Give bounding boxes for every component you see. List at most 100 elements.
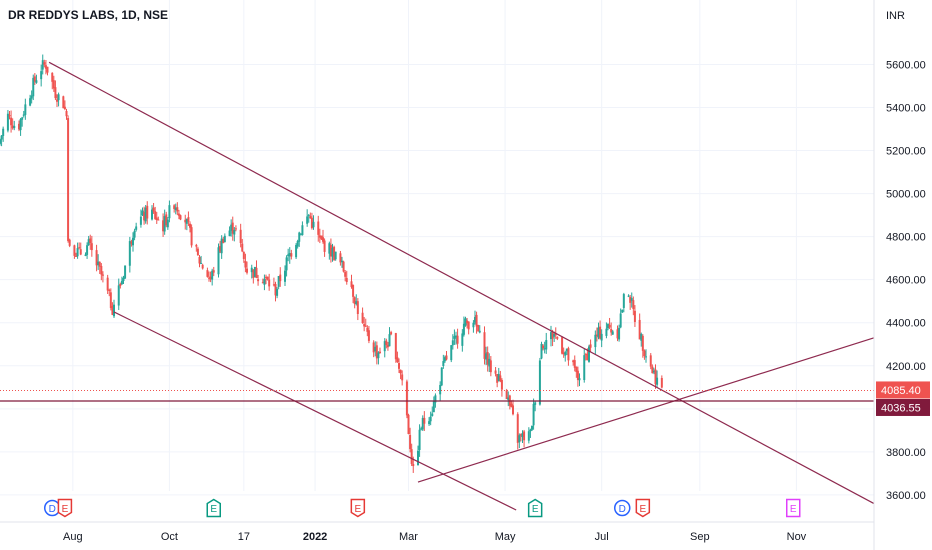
candle-body xyxy=(120,280,123,285)
candle-body xyxy=(523,431,526,441)
earnings-icon xyxy=(527,498,543,518)
candle-body xyxy=(518,435,521,443)
candle-body xyxy=(464,318,467,326)
candle-body xyxy=(455,335,457,338)
candle-body xyxy=(477,324,480,332)
price-tick-label: 5400.00 xyxy=(886,102,926,114)
candle-body xyxy=(611,331,614,335)
candle-body xyxy=(309,216,312,219)
candle-body xyxy=(176,207,179,212)
candle-body xyxy=(532,403,535,426)
candle-body xyxy=(388,334,391,347)
candle-body xyxy=(432,400,435,413)
candle-body xyxy=(220,238,223,254)
candle-body xyxy=(2,128,5,136)
candle-body xyxy=(274,283,277,296)
candle-body xyxy=(394,333,397,360)
candle-body xyxy=(632,300,635,310)
candle-body xyxy=(512,405,514,415)
candle-body xyxy=(268,279,271,287)
candle-body xyxy=(6,113,9,131)
candle-body xyxy=(417,450,419,466)
candle-body xyxy=(589,344,592,348)
earnings-icon xyxy=(350,498,366,518)
candle-body xyxy=(63,106,66,110)
price-axis[interactable]: INR3600.003800.004000.004200.004400.0046… xyxy=(873,0,930,550)
price-tick-label: 4200.00 xyxy=(886,361,926,373)
candle-body xyxy=(296,241,299,247)
candle-body xyxy=(19,119,22,131)
candle-body xyxy=(466,320,469,324)
earnings-icon xyxy=(57,498,73,518)
candle-body xyxy=(423,417,426,424)
time-tick-label: Sep xyxy=(690,531,710,543)
candle-body xyxy=(421,417,424,430)
chart-title: DR REDDYS LABS, 1D, NSE xyxy=(8,8,169,22)
time-axis[interactable]: Aug Oct 17 2022 Mar May Jul Sep Nov xyxy=(0,521,874,543)
candle-body xyxy=(542,345,545,349)
candle-body xyxy=(67,118,70,241)
candle-body xyxy=(95,250,98,266)
candle-body xyxy=(62,96,65,109)
candle-body xyxy=(211,270,214,280)
candle-body xyxy=(223,235,226,243)
candle-body xyxy=(656,377,659,385)
candle-body xyxy=(445,355,448,360)
candle-body xyxy=(494,370,497,374)
candle-body xyxy=(0,135,3,140)
last-price-badge xyxy=(876,381,930,399)
time-tick-label: 2022 xyxy=(303,531,327,543)
earnings-letter: E xyxy=(210,504,217,515)
candle-body xyxy=(298,232,301,242)
candle-body xyxy=(201,264,204,269)
trendlines xyxy=(48,61,875,511)
candle-body xyxy=(345,277,348,283)
candle-body xyxy=(379,351,381,353)
dividend-icon xyxy=(614,499,631,517)
candle-body xyxy=(497,373,500,382)
candle-body xyxy=(361,312,364,324)
candle-body xyxy=(222,239,225,244)
candle-body xyxy=(573,360,576,368)
candle-body xyxy=(364,325,367,327)
candle-body xyxy=(386,345,389,348)
candle-body xyxy=(18,123,20,130)
candle-body xyxy=(219,246,222,252)
candle-body xyxy=(263,278,266,285)
candle-body xyxy=(578,378,581,381)
candle-body xyxy=(443,357,446,362)
candle-body xyxy=(41,60,44,70)
candle-body xyxy=(450,345,453,361)
candle-body xyxy=(143,212,146,221)
time-tick-label: Mar xyxy=(399,531,418,543)
candle-body xyxy=(162,220,165,232)
candle-body xyxy=(440,367,443,386)
candle-body xyxy=(516,414,519,443)
candle-body xyxy=(113,304,115,317)
candle-body xyxy=(344,272,347,277)
candle-body xyxy=(341,260,343,263)
candle-body xyxy=(505,390,508,400)
candle-body xyxy=(208,277,210,279)
candle-body xyxy=(246,268,248,273)
candle-body xyxy=(98,261,101,267)
candle-body xyxy=(374,346,377,352)
candle-body xyxy=(434,395,437,403)
candle-body xyxy=(629,297,632,303)
candle-body xyxy=(630,298,633,301)
candle-body xyxy=(350,281,353,288)
candle-body xyxy=(564,352,567,356)
candle-body xyxy=(429,416,432,422)
candle-body xyxy=(33,76,36,82)
candle-body xyxy=(474,317,476,323)
candle-body xyxy=(287,254,290,257)
candle-body xyxy=(496,374,499,383)
candle-body xyxy=(154,211,157,219)
earnings-letter: E xyxy=(62,504,69,515)
candle-body xyxy=(54,87,57,99)
candle-body xyxy=(174,207,177,211)
earnings-letter: E xyxy=(790,504,797,515)
candle-body xyxy=(649,355,652,367)
candle-body xyxy=(122,277,125,282)
